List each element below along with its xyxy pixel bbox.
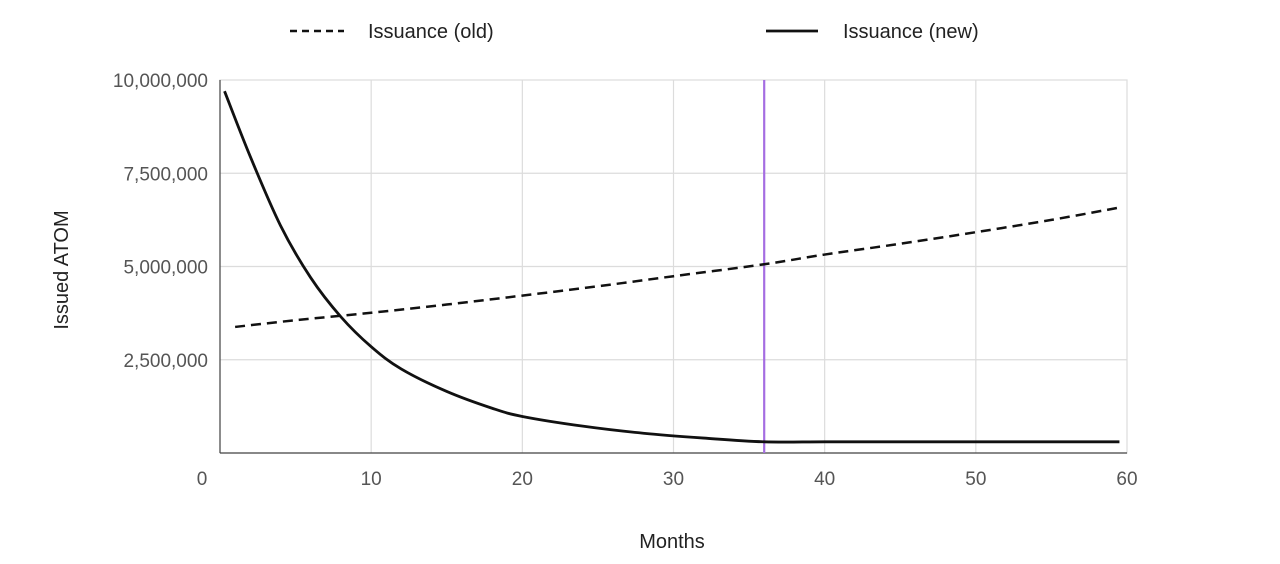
y-tick-label: 7,500,000 <box>123 164 208 185</box>
legend: Issuance (old) Issuance (new) <box>290 21 979 43</box>
x-tick-label: 30 <box>663 469 684 490</box>
legend-label-old: Issuance (old) <box>368 21 494 43</box>
series-line-old <box>234 206 1120 329</box>
legend-label-new: Issuance (new) <box>843 21 979 43</box>
grid <box>220 80 1127 453</box>
y-tick-label: 5,000,000 <box>123 258 208 279</box>
x-tick-label: 40 <box>814 469 835 490</box>
x-tick-label: 10 <box>361 469 382 490</box>
series-layer <box>223 90 1120 444</box>
y-axis-title: Issued ATOM <box>51 210 73 329</box>
y-tick-label: 2,500,000 <box>123 351 208 372</box>
x-tick-label: 20 <box>512 469 533 490</box>
y-tick-labels: 2,500,000 5,000,000 7,500,000 10,000,000 <box>113 71 208 372</box>
x-tick-label: 60 <box>1116 469 1137 490</box>
x-tick-labels: 0 10 20 30 40 50 60 <box>197 469 1138 490</box>
x-axis-title: Months <box>639 531 705 553</box>
x-tick-label: 0 <box>197 469 208 490</box>
y-tick-label: 10,000,000 <box>113 71 208 92</box>
x-tick-label: 50 <box>965 469 986 490</box>
plot-frame <box>219 79 1128 454</box>
series-line-new <box>223 90 1120 444</box>
